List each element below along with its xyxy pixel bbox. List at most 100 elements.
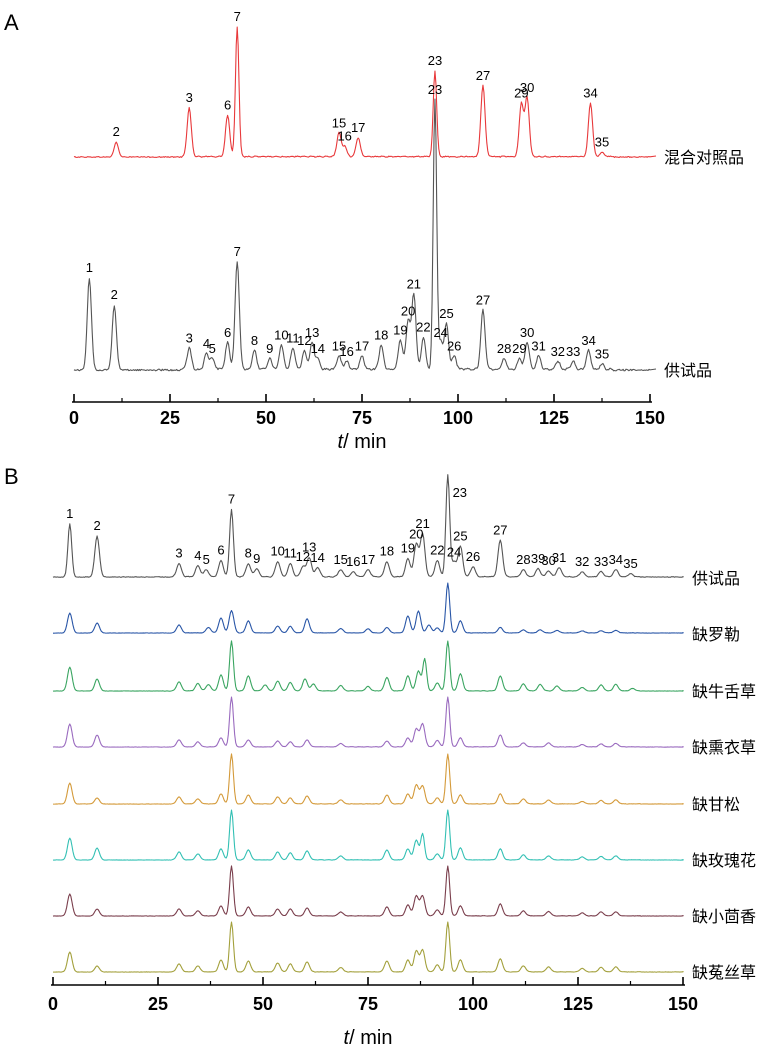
x-tick-label: 125: [563, 994, 593, 1014]
peak-label: 29: [514, 86, 528, 101]
panel-letter: A: [4, 10, 19, 35]
trace-line-3: [52, 640, 684, 692]
peak-label: 9: [253, 551, 260, 566]
peak-label: 23: [428, 82, 442, 97]
peak-label: 10: [270, 544, 284, 559]
trace-line-4: [52, 696, 684, 748]
peak-label: 8: [251, 333, 258, 348]
peak-label: 10: [274, 328, 288, 343]
peak-label: 27: [493, 522, 507, 537]
peak-label: 29: [512, 341, 526, 356]
peak-label: 9: [266, 341, 273, 356]
series-label: 缺玫瑰花: [692, 851, 756, 870]
x-axis-label: t/ min: [344, 1027, 393, 1049]
series-label: 供试品: [692, 569, 740, 588]
peak-label: 35: [595, 135, 609, 150]
series-label: 缺小茴香: [692, 907, 756, 926]
peak-label: 1: [66, 506, 73, 521]
peak-label: 28: [516, 552, 530, 567]
peak-label: 32: [551, 344, 565, 359]
peak-label: 26: [447, 339, 461, 354]
peak-label: 11: [286, 330, 300, 345]
peak-label: 3: [186, 330, 193, 345]
peak-label: 4: [203, 336, 210, 351]
series-label: 缺罗勒: [692, 625, 740, 644]
peak-label: 34: [609, 552, 623, 567]
x-tick-label: 50: [253, 994, 273, 1014]
peak-label: 20: [401, 303, 415, 318]
peak-label: 2: [113, 124, 120, 139]
peak-label: 17: [355, 339, 369, 354]
series-label: 缺熏衣草: [692, 738, 756, 757]
peak-label: 15: [332, 115, 346, 130]
peak-label: 34: [583, 86, 597, 101]
peak-label: 3: [186, 90, 193, 105]
peak-label: 31: [552, 550, 566, 565]
peak-label: 20: [409, 526, 423, 541]
peak-label: 35: [595, 347, 609, 362]
peak-label: 15: [332, 339, 346, 354]
peak-label: 25: [439, 306, 453, 321]
trace-line-7: [52, 865, 684, 917]
series-label: 缺甘松: [692, 795, 740, 814]
peak-label: 21: [415, 516, 429, 531]
x-tick-label: 50: [256, 408, 276, 428]
peak-label: 11: [284, 546, 298, 561]
peak-label: 17: [361, 552, 375, 567]
peak-label: 30: [541, 553, 555, 568]
peak-label: 34: [581, 333, 595, 348]
peak-label: 19: [401, 541, 415, 556]
x-tick-label: 150: [635, 408, 665, 428]
peak-label: 12: [296, 549, 310, 564]
peak-label: 14: [310, 550, 324, 565]
peak-label: 22: [430, 543, 444, 558]
trace-line-8: [52, 921, 684, 973]
x-tick-label: 75: [358, 994, 378, 1014]
peak-label: 6: [217, 543, 224, 558]
x-tick-label: 100: [443, 408, 473, 428]
x-tick-label: 0: [69, 408, 79, 428]
peak-label: 13: [302, 540, 316, 555]
x-tick-label: 25: [160, 408, 180, 428]
peak-label: 33: [566, 344, 580, 359]
peak-label: 35: [623, 556, 637, 571]
peak-label: 26: [466, 549, 480, 564]
peak-label: 2: [93, 518, 100, 533]
peak-label: 4: [194, 548, 201, 563]
peak-label: 1: [86, 260, 93, 275]
trace-line-2: [53, 582, 684, 634]
peak-label: 30: [520, 80, 534, 95]
series-label: 缺牛舌草: [692, 682, 756, 701]
peak-label: 32: [575, 554, 589, 569]
x-tick-label: 100: [458, 994, 488, 1014]
peak-label: 8: [245, 546, 252, 561]
peak-label: 7: [228, 492, 235, 507]
peak-label: 6: [224, 98, 231, 113]
peak-label: 14: [311, 341, 325, 356]
series-label: 缺菟丝草: [692, 963, 756, 982]
peak-label: 16: [346, 554, 360, 569]
x-axis-label: t/ min: [338, 431, 387, 453]
peak-label: 6: [224, 325, 231, 340]
peak-label: 18: [380, 544, 394, 559]
peak-label: 27: [476, 68, 490, 83]
trace-line-6: [52, 809, 684, 861]
peak-label: 15: [333, 552, 347, 567]
peak-label: 39: [531, 551, 545, 566]
peak-label: 12: [297, 333, 311, 348]
peak-label: 16: [339, 344, 353, 359]
x-tick-label: 25: [148, 994, 168, 1014]
peak-label: 3: [175, 546, 182, 561]
peak-label: 24: [447, 545, 461, 560]
peak-label: 30: [520, 325, 534, 340]
peak-label: 7: [234, 244, 241, 259]
peak-label: 31: [531, 339, 545, 354]
peak-label: 21: [407, 276, 421, 291]
peak-label: 23: [453, 485, 467, 500]
x-tick-label: 125: [539, 408, 569, 428]
peak-label: 24: [433, 325, 447, 340]
x-tick-label: 0: [48, 994, 58, 1014]
